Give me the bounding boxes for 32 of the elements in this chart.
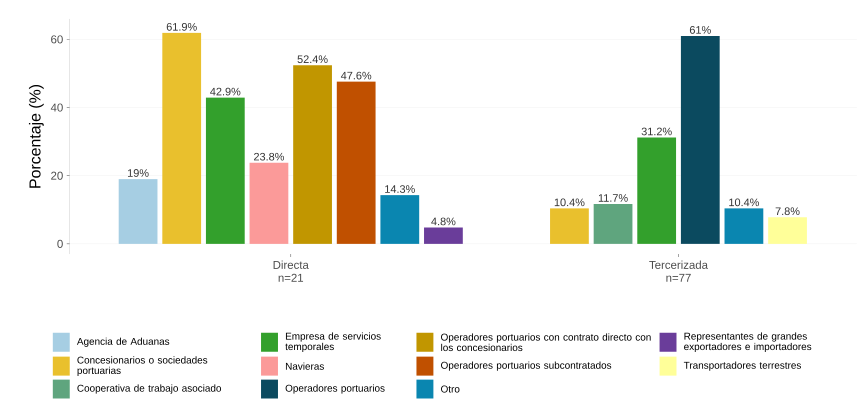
legend-label: Operadores portuarios subcontratados [441,361,612,371]
legend-label: Representantes de grandes exportadores e importadores [684,332,812,352]
data-label: 7.8% [776,207,800,215]
y-tick-label: 20 [51,171,63,180]
data-label: 11.7% [598,194,628,202]
legend-label: Operadores portuarios con contrato directo con los concesionarios [441,333,651,351]
legend-label: Agencia de Aduanas [76,337,170,347]
data-label: 10.4% [729,198,759,206]
data-label: 47.6% [340,71,372,80]
data-label: 19% [128,168,149,177]
legend-label: Empresa de servicios temporales [285,332,381,352]
y-tick-label: 0 [57,240,63,248]
data-label: 31.2% [642,127,672,136]
legend-label: Otro [441,385,460,392]
x-tick-label: Directa n=21 [274,260,309,282]
legend-label: Operadores portuarios [286,384,385,394]
data-label: 14.3% [385,184,415,193]
y-tick-label: 40 [50,103,63,112]
legend-label: Cooperativa de trabajo asociado [77,384,222,394]
y-axis-title: Porcentaje (%) [28,84,44,188]
x-tick-label: Tercerizada n=77 [649,260,708,282]
data-label: 61% [690,26,711,34]
data-label: 4.8% [431,217,456,226]
data-label: 52.4% [298,55,328,63]
legend-label: Concesionarios o sociedades portuarias [77,356,208,376]
legend-label: Navieras [286,362,324,370]
data-label: 61.9% [166,22,197,30]
data-label: 42.9% [210,88,240,96]
y-tick-label: 60 [51,35,63,44]
data-label: 10.4% [554,198,585,206]
legend-label: Transportadores terrestres [684,361,801,371]
data-label: 23.8% [254,152,284,160]
